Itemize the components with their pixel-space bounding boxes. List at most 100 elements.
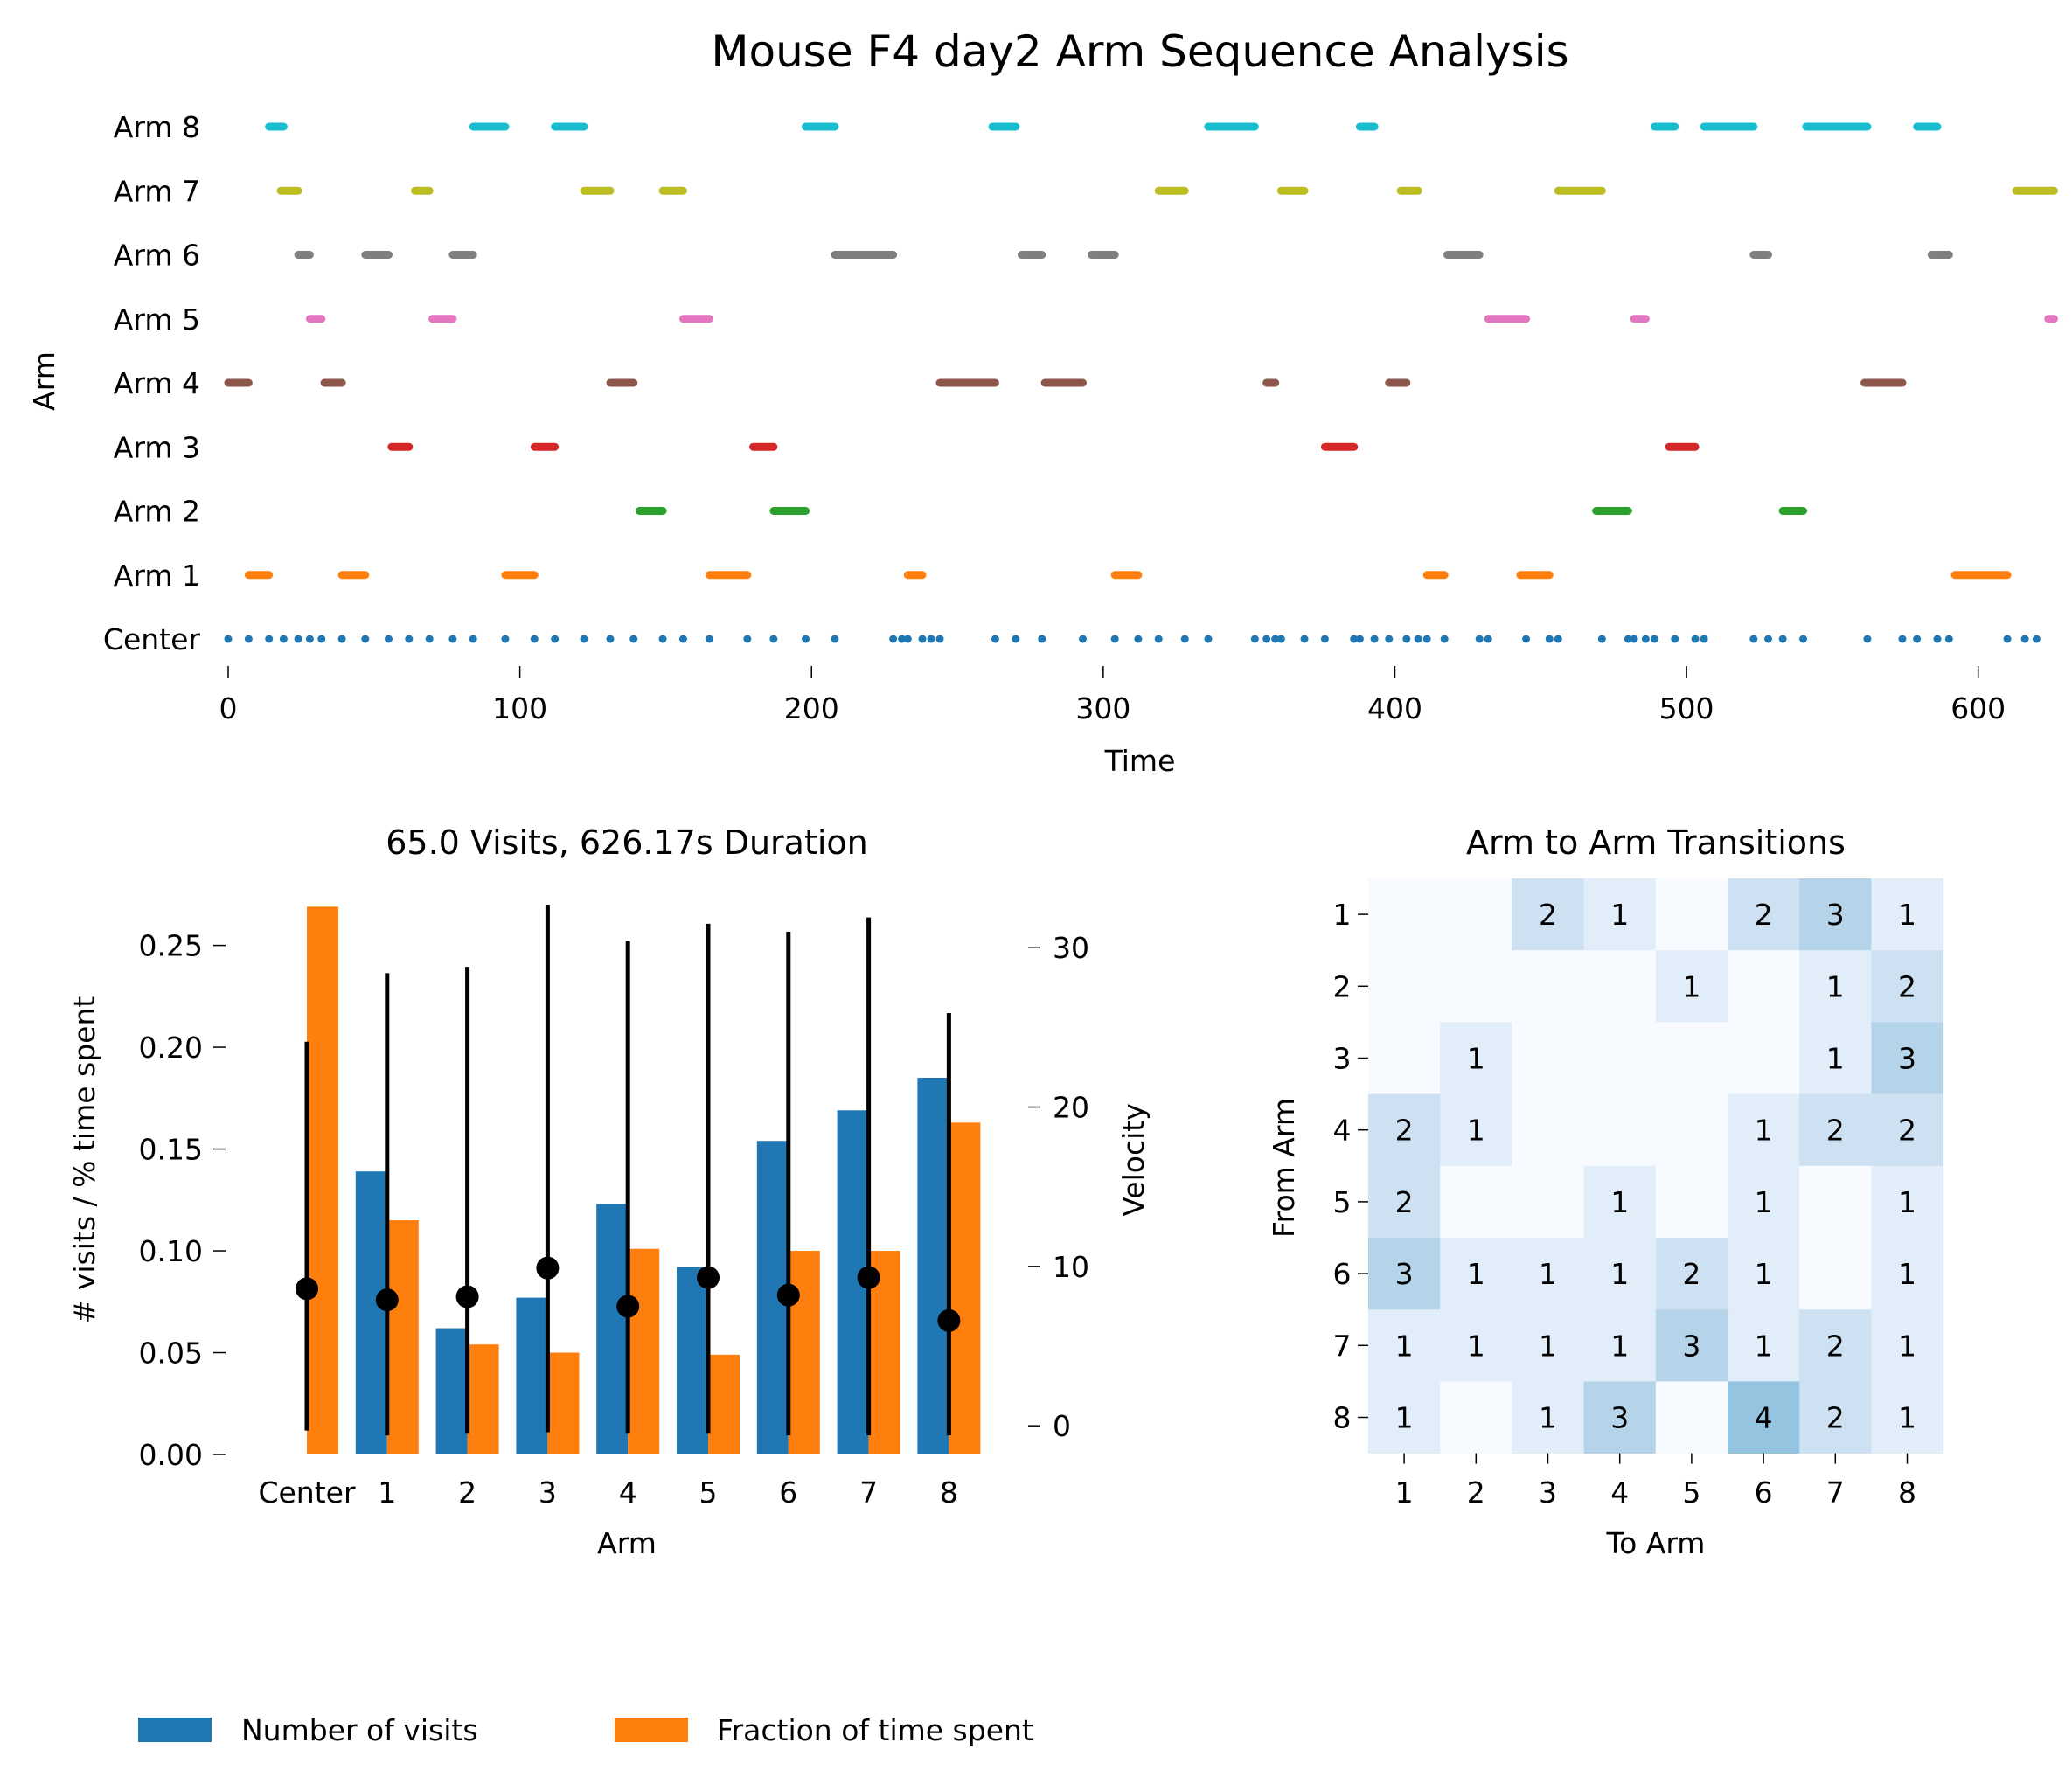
center-visit-point xyxy=(802,635,810,643)
heatmap-cell-value: 1 xyxy=(1395,1401,1414,1435)
center-visit-point xyxy=(1350,635,1359,643)
heatmap-cell-value: 4 xyxy=(1755,1401,1773,1435)
center-visit-point xyxy=(305,635,314,643)
heatmap-y-tick-label: 3 xyxy=(1333,1042,1352,1076)
timeline-x-tick-label: 600 xyxy=(1950,691,2006,725)
velocity-point xyxy=(296,1277,318,1301)
heatmap-cell xyxy=(1583,1022,1657,1095)
heatmap-cell xyxy=(1512,950,1585,1023)
heatmap-cell xyxy=(1440,1381,1512,1454)
center-visit-point xyxy=(1271,635,1280,643)
center-visit-point xyxy=(448,635,457,643)
center-visit-point xyxy=(1650,635,1658,643)
legend-swatch-visits xyxy=(138,1718,212,1742)
time-spent-bar xyxy=(949,1122,981,1454)
bar-x-tick-label: 3 xyxy=(539,1475,557,1510)
heatmap-y-tick-label: 7 xyxy=(1333,1329,1352,1363)
heatmap-x-tick-label: 5 xyxy=(1682,1475,1700,1510)
center-visit-point xyxy=(265,635,274,643)
heatmap-cell xyxy=(1799,1238,1872,1310)
heatmap-cell-value: 1 xyxy=(1610,898,1629,932)
heatmap-y-tick-label: 8 xyxy=(1333,1401,1352,1435)
center-visit-point xyxy=(1078,635,1087,643)
heatmap-x-tick-label: 2 xyxy=(1467,1475,1485,1510)
center-visit-point xyxy=(678,635,687,643)
visits-bar xyxy=(355,1171,387,1454)
heatmap-x-axis-label: To Arm xyxy=(1606,1526,1706,1560)
heatmap-cell xyxy=(1440,1022,1512,1095)
heatmap-cell-value: 1 xyxy=(1539,1329,1557,1363)
center-visit-point xyxy=(1422,635,1431,643)
timeline-row-label: Arm 8 xyxy=(114,110,200,144)
timeline-x-tick-label: 100 xyxy=(492,691,547,725)
center-visit-point xyxy=(629,635,638,643)
center-visit-point xyxy=(769,635,778,643)
timeline-x-tick-label: 500 xyxy=(1659,691,1714,725)
center-visit-point xyxy=(337,635,346,643)
velocity-point xyxy=(857,1266,880,1289)
time-spent-bar xyxy=(788,1251,820,1454)
heatmap-x-tick-label: 8 xyxy=(1898,1475,1916,1510)
heatmap-y-tick-label: 5 xyxy=(1333,1185,1352,1219)
center-visit-point xyxy=(705,635,713,643)
bar-right-y-tick-label: 0 xyxy=(1053,1409,1071,1443)
visits-bar xyxy=(596,1204,629,1454)
heatmap-cell xyxy=(1728,950,1800,1023)
heatmap-cell xyxy=(1799,950,1872,1023)
timeline-row-label: Arm 7 xyxy=(114,174,200,208)
heatmap-cell xyxy=(1583,1309,1657,1382)
heatmap-cell xyxy=(1799,1309,1872,1382)
heatmap-cell-value: 3 xyxy=(1898,1042,1916,1076)
center-visit-point xyxy=(1355,635,1364,643)
heatmap-y-tick-label: 6 xyxy=(1333,1257,1352,1291)
heatmap-cell xyxy=(1655,950,1728,1023)
bar-chart-title: 65.0 Visits, 626.17s Duration xyxy=(386,823,868,862)
time-spent-bar xyxy=(467,1344,499,1454)
heatmap-cell xyxy=(1799,1093,1872,1167)
heatmap-cell xyxy=(1583,1238,1657,1310)
bar-y-tick-label: 0.20 xyxy=(139,1031,203,1065)
heatmap-cell-value: 2 xyxy=(1682,1257,1700,1291)
arm-bar-chart: 65.0 Visits, 626.17s Duration 0.00 0.05 0.… xyxy=(67,823,1151,1560)
heatmap-cell xyxy=(1799,1022,1872,1095)
timeline-x-tick-label: 0 xyxy=(219,691,238,725)
heatmap-cell-value: 1 xyxy=(1539,1401,1557,1435)
bar-x-tick-label: 4 xyxy=(619,1475,637,1510)
heatmap-cell xyxy=(1871,1022,1944,1095)
heatmap-cell xyxy=(1655,1165,1728,1239)
velocity-point xyxy=(776,1283,800,1307)
bar-right-y-tick-label: 30 xyxy=(1053,931,1089,965)
center-visit-point xyxy=(1763,635,1772,643)
heatmap-cell xyxy=(1799,878,1872,951)
transition-heatmap: Arm to Arm Transitions 2 1 2 3 1 1 1 2 1 1 3 2 1 1 2 2 2… xyxy=(1267,823,1944,1560)
heatmap-cell xyxy=(1728,1238,1800,1310)
legend-label-time: Fraction of time spent xyxy=(717,1713,1033,1747)
center-visit-point xyxy=(1276,635,1285,643)
heatmap-cell-value: 1 xyxy=(1755,1114,1773,1148)
heatmap-cell xyxy=(1655,1022,1728,1095)
heatmap-cell xyxy=(1440,878,1512,951)
timeline-x-tick-label: 400 xyxy=(1367,691,1422,725)
center-visit-point xyxy=(405,635,414,643)
heatmap-cell-value: 1 xyxy=(1898,1257,1916,1291)
center-visit-point xyxy=(1641,635,1650,643)
timeline-row-label: Center xyxy=(103,622,201,656)
bar-x-tick-label: 2 xyxy=(458,1475,476,1510)
time-spent-bar xyxy=(628,1248,660,1454)
heatmap-cell-value: 2 xyxy=(1755,898,1773,932)
center-visit-point xyxy=(1624,635,1632,643)
heatmap-cell-value: 2 xyxy=(1395,1114,1414,1148)
center-visit-point xyxy=(1038,635,1046,643)
heatmap-cell-value: 1 xyxy=(1395,1329,1414,1363)
heatmap-cell-value: 1 xyxy=(1898,898,1916,932)
heatmap-cell xyxy=(1512,1238,1585,1310)
heatmap-cell xyxy=(1871,1238,1944,1310)
bar-right-y-tick-label: 10 xyxy=(1053,1250,1089,1284)
heatmap-cell-value: 1 xyxy=(1467,1257,1485,1291)
center-visit-point xyxy=(1414,635,1422,643)
heatmap-cell-value: 1 xyxy=(1898,1185,1916,1219)
heatmap-cell xyxy=(1512,1309,1585,1382)
heatmap-cell xyxy=(1799,1381,1872,1454)
heatmap-cell-value: 1 xyxy=(1682,969,1700,1003)
visits-bar xyxy=(677,1267,708,1454)
